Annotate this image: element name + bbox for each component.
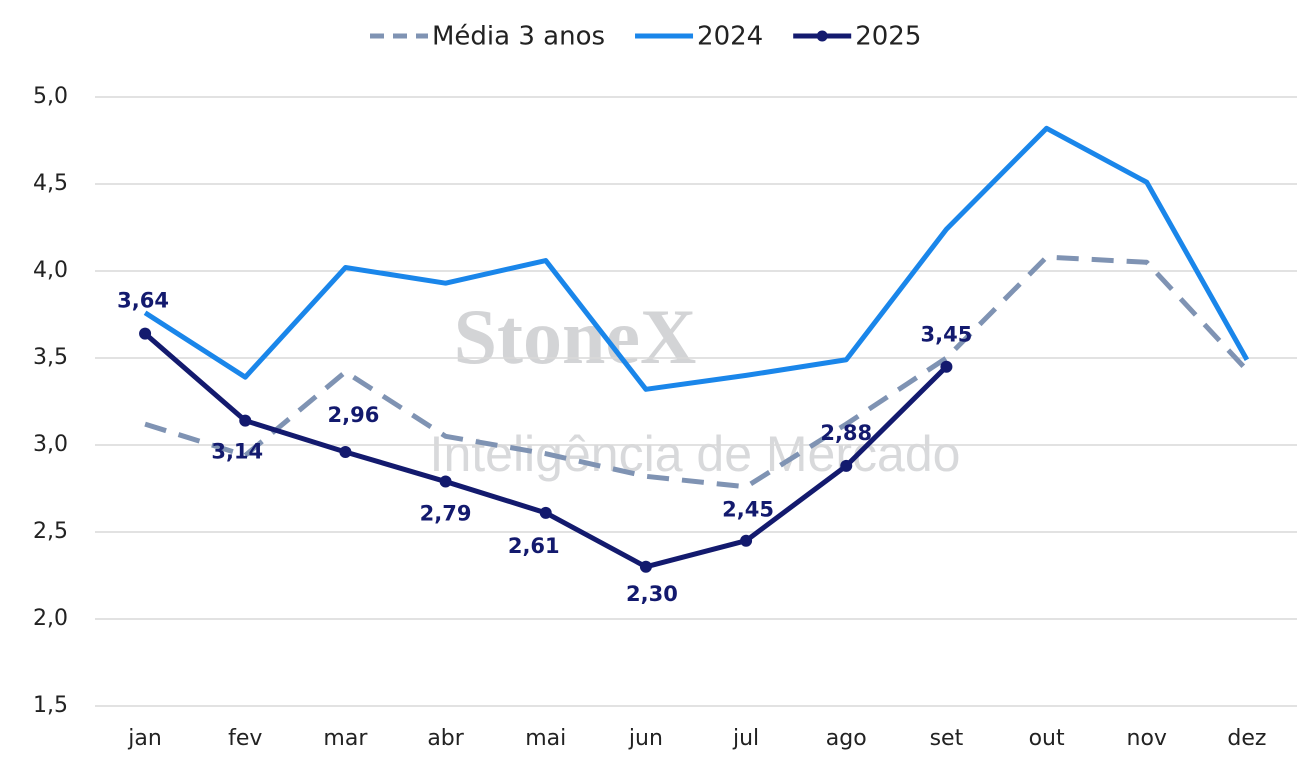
legend-label: 2025 <box>855 22 921 52</box>
point <box>239 414 252 427</box>
x-tick-label: dez <box>1227 726 1266 751</box>
legend-label: Média 3 anos <box>432 22 605 52</box>
legend-marker <box>816 30 828 42</box>
data-label: 2,30 <box>626 582 678 606</box>
data-label: 2,88 <box>820 421 872 445</box>
y-tick-label: 2,0 <box>33 606 68 631</box>
legend-label: 2024 <box>697 22 763 52</box>
x-tick-label: nov <box>1127 726 1167 751</box>
y-tick-label: 4,0 <box>33 258 68 283</box>
data-label: 3,64 <box>117 289 169 313</box>
y-tick-label: 4,5 <box>33 171 68 196</box>
watermark-subtitle: Inteligência de Mercado <box>430 426 961 482</box>
y-tick-label: 2,5 <box>33 519 68 544</box>
series-line <box>144 254 1249 490</box>
x-tick-label: mai <box>525 726 566 751</box>
data-label: 2,79 <box>420 502 472 526</box>
x-tick-label: jun <box>628 726 663 751</box>
x-tick-label: jul <box>732 726 759 751</box>
point <box>740 534 753 547</box>
data-label: 2,96 <box>328 403 380 427</box>
x-tick-label: jan <box>127 726 162 751</box>
point <box>439 475 452 488</box>
y-tick-label: 1,5 <box>33 693 68 718</box>
x-tick-label: set <box>930 726 964 751</box>
point <box>139 327 152 340</box>
x-tick-label: abr <box>427 726 464 751</box>
data-label: 3,14 <box>211 440 263 464</box>
series-line <box>143 125 1250 392</box>
x-tick-label: out <box>1029 726 1065 751</box>
point <box>539 506 552 519</box>
watermark-brand: StoneX <box>454 293 697 380</box>
point <box>940 360 953 373</box>
point <box>339 445 352 458</box>
x-tick-label: ago <box>826 726 867 751</box>
y-tick-label: 5,0 <box>33 84 68 109</box>
data-label: 2,61 <box>508 534 560 558</box>
data-label: 3,45 <box>921 323 973 347</box>
point <box>840 459 853 472</box>
data-label: 2,45 <box>722 498 774 522</box>
x-tick-label: mar <box>323 726 368 751</box>
y-tick-label: 3,5 <box>33 345 68 370</box>
y-tick-label: 3,0 <box>33 432 68 457</box>
point <box>639 560 652 573</box>
x-tick-label: fev <box>228 726 262 751</box>
